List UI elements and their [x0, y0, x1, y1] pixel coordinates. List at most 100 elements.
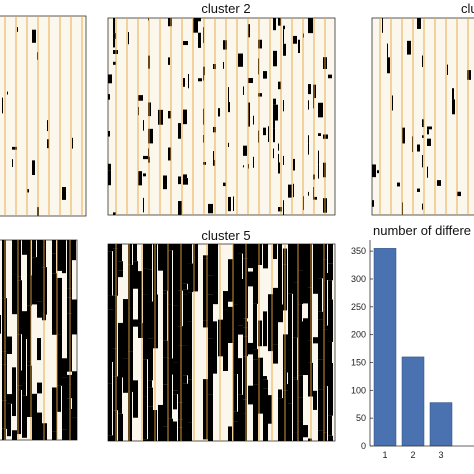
- heatmap-cell: [238, 325, 243, 335]
- heatmap-cell: [17, 385, 22, 390]
- heatmap-cell: [52, 240, 56, 254]
- heatmap-cell: [253, 244, 258, 304]
- heatmap-cell: [253, 156, 254, 168]
- heatmap-cell: [188, 288, 193, 293]
- heatmap-cell: [168, 18, 172, 27]
- heatmap-cell: [183, 375, 187, 384]
- heatmap-cell: [328, 435, 333, 441]
- heatmap-cell: [168, 418, 173, 441]
- heatmap-cell: [42, 423, 47, 440]
- heatmap-cell: [168, 250, 172, 305]
- heatmap-cell: [233, 374, 237, 412]
- heatmap-cell: [148, 387, 153, 391]
- heatmap-cell: [148, 380, 152, 388]
- heatmap-cell: [153, 294, 158, 349]
- heatmap-cell: [308, 244, 312, 288]
- heatmap-cell: [62, 429, 67, 440]
- x-tick-label: 3: [438, 450, 443, 460]
- heatmap-cell: [238, 394, 243, 441]
- heatmap-cell: [22, 383, 26, 396]
- heatmap-cell: [138, 95, 143, 101]
- cluster-3-panel: clu: [371, 1, 474, 216]
- heatmap-cell: [263, 244, 268, 269]
- heatmap-cell: [298, 281, 303, 305]
- heatmap-cell: [113, 212, 116, 215]
- heatmap-cell: [17, 370, 22, 386]
- heatmap-cell: [163, 293, 167, 341]
- heatmap-cell: [248, 24, 250, 38]
- heatmap-cell: [108, 170, 111, 186]
- heatmap-cell: [253, 303, 257, 350]
- heatmap-cell: [32, 393, 37, 440]
- heatmap-cell: [258, 320, 262, 347]
- heatmap-cell: [283, 43, 286, 56]
- heatmap-cell: [52, 304, 57, 335]
- heatmap-cell: [273, 148, 274, 159]
- heatmap-cell: [248, 385, 253, 405]
- heatmap-cell: [422, 155, 423, 168]
- heatmap-cell: [278, 207, 282, 212]
- heatmap-cell: [298, 304, 302, 322]
- heatmap-cell: [188, 292, 192, 322]
- heatmap-cell: [258, 130, 259, 143]
- heatmap-cell: [243, 413, 247, 426]
- heatmap-cell: [113, 376, 118, 411]
- heatmap-cell: [163, 244, 168, 291]
- heatmap-cell: [163, 384, 168, 427]
- heatmap-cell: [323, 386, 327, 433]
- heatmap-cell: [323, 432, 327, 441]
- heatmap-cell: [427, 138, 431, 146]
- heatmap-cell: [67, 297, 72, 314]
- heatmap-cell: [133, 244, 137, 262]
- heatmap-cell: [118, 244, 122, 262]
- heatmap-cell: [118, 413, 123, 441]
- heatmap-cell: [328, 74, 332, 79]
- heatmap-cell: [228, 299, 233, 302]
- heatmap-cell: [168, 358, 173, 375]
- heatmap-cell: [318, 359, 323, 390]
- heatmap-cell: [168, 147, 171, 161]
- heatmap-cell: [2, 364, 7, 401]
- heatmap-cell: [258, 357, 263, 401]
- heatmap-cell: [273, 98, 276, 105]
- heatmap-cell: [203, 75, 204, 81]
- bar-3: [429, 402, 453, 447]
- heatmap-cell: [238, 244, 243, 254]
- heatmap-cell: [283, 25, 285, 30]
- heatmap-cell: [148, 390, 153, 407]
- heatmap-cell: [67, 374, 72, 385]
- heatmap-cell: [72, 137, 73, 149]
- heatmap-cell: [143, 197, 144, 213]
- heatmap-cell: [293, 379, 298, 433]
- heatmap-cell: [293, 432, 298, 441]
- heatmap-cell: [37, 301, 42, 318]
- heatmap-cell: [108, 251, 112, 296]
- heatmap-cell: [298, 397, 303, 422]
- heatmap-cell: [72, 371, 77, 418]
- heatmap-cell: [218, 319, 223, 357]
- heatmap-cell: [62, 377, 67, 430]
- heatmap-cell: [27, 361, 31, 366]
- heatmap-cell: [313, 244, 318, 294]
- heatmap-cell: [193, 18, 198, 33]
- heatmap-cell: [298, 39, 300, 54]
- heatmap-cell: [293, 183, 294, 198]
- heatmap-cell: [183, 109, 187, 125]
- heatmap-cell: [108, 130, 110, 137]
- cluster-1-panel: [0, 15, 87, 217]
- heatmap-cell: [243, 258, 248, 319]
- heatmap-cell: [248, 102, 250, 114]
- heatmap-cell: [417, 188, 420, 192]
- heatmap-cell: [173, 390, 178, 395]
- heatmap-cell: [138, 171, 142, 186]
- heatmap-cell: [258, 244, 262, 266]
- heatmap-cell: [113, 61, 116, 65]
- heatmap-cell: [427, 166, 428, 178]
- heatmap-cell: [108, 94, 110, 100]
- heatmap-cell: [268, 395, 272, 424]
- heatmap-cell: [37, 338, 41, 361]
- heatmap-cell: [437, 180, 441, 186]
- heatmap-cell: [263, 376, 267, 380]
- heatmap-cell: [52, 431, 57, 440]
- heatmap-cell: [173, 244, 178, 306]
